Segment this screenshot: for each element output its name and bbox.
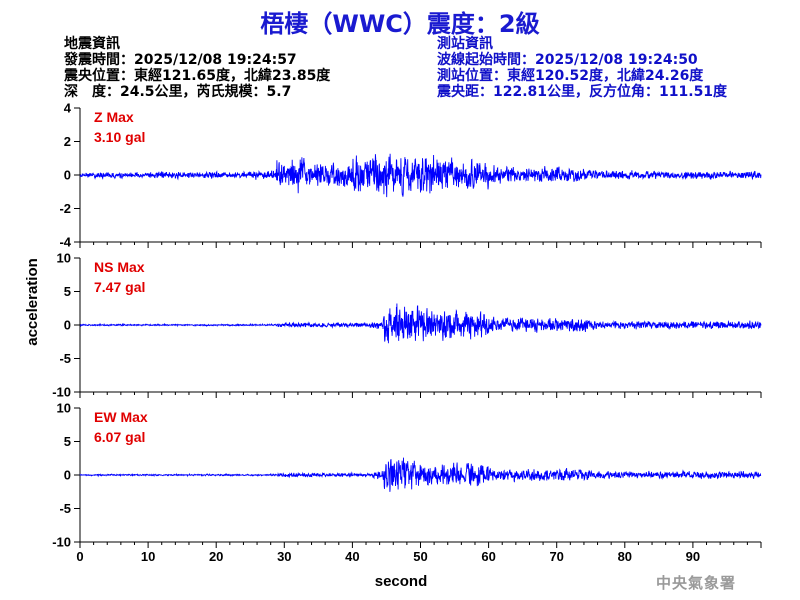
ns-max-label: NS Max <box>94 259 145 275</box>
z-y-tick-label: 0 <box>64 168 71 183</box>
quake-info-block: 地震資訊 發震時間：2025/12/08 19:24:57 震央位置：東經121… <box>64 36 330 100</box>
ew-y-tick-label: 5 <box>64 434 71 449</box>
ns-y-tick-label: 5 <box>64 284 71 299</box>
depth-magnitude: 深 度：24.5公里，芮氏規模：5.7 <box>64 84 292 100</box>
ew-y-tick-label: 10 <box>57 401 71 416</box>
wave-start-time: 波線起始時間：2025/12/08 19:24:50 <box>437 52 698 68</box>
z-y-tick-label: 4 <box>64 101 72 116</box>
ew-y-tick-label: -10 <box>52 535 71 550</box>
x-tick-label: 60 <box>481 549 495 564</box>
quake-info-heading: 地震資訊 <box>64 36 120 52</box>
ew-y-tick-label: -5 <box>59 501 71 516</box>
page-title: 梧棲（WWC）震度：2級 <box>260 10 540 38</box>
x-tick-label: 20 <box>209 549 223 564</box>
station-info-heading: 測站資訊 <box>437 36 493 52</box>
station-info-block: 測站資訊 波線起始時間：2025/12/08 19:24:50 測站位置：東經1… <box>437 36 727 100</box>
z-y-tick-label: -2 <box>59 201 71 216</box>
x-tick-label: 10 <box>141 549 155 564</box>
z-y-tick-label: 2 <box>64 134 71 149</box>
station-location: 測站位置：東經120.52度，北緯24.26度 <box>437 68 704 84</box>
ew-y-tick-label: 0 <box>64 468 71 483</box>
ns-max-value: 7.47 gal <box>94 279 145 295</box>
ns-waveform-line <box>79 303 762 344</box>
x-tick-label: 40 <box>345 549 359 564</box>
x-tick-label: 70 <box>549 549 563 564</box>
origin-time: 發震時間：2025/12/08 19:24:57 <box>64 52 297 68</box>
x-tick-label: 90 <box>686 549 700 564</box>
z-max-value: 3.10 gal <box>94 129 145 145</box>
y-axis-label: acceleration <box>24 258 41 346</box>
ns-y-tick-label: -5 <box>59 351 71 366</box>
epicentral-distance: 震央距：122.81公里，反方位角：111.51度 <box>437 84 728 100</box>
x-axis-label: second <box>375 573 428 590</box>
ns-y-tick-label: 0 <box>64 318 71 333</box>
z-waveform-line <box>79 153 762 198</box>
ns-y-tick-label: 10 <box>57 251 71 266</box>
ew-waveform-line <box>79 457 762 492</box>
ns-y-tick-label: -10 <box>52 385 71 400</box>
z-y-tick-label: -4 <box>59 235 71 250</box>
agency-logo-text: 中央氣象署 <box>656 574 737 592</box>
ew-max-label: EW Max <box>94 409 148 425</box>
x-tick-label: 0 <box>76 549 83 564</box>
x-tick-label: 30 <box>277 549 291 564</box>
x-tick-label: 80 <box>618 549 632 564</box>
ew-max-value: 6.07 gal <box>94 429 145 445</box>
x-tick-label: 50 <box>413 549 427 564</box>
epicenter-location: 震央位置：東經121.65度，北緯23.85度 <box>64 68 331 84</box>
z-max-label: Z Max <box>94 109 134 125</box>
